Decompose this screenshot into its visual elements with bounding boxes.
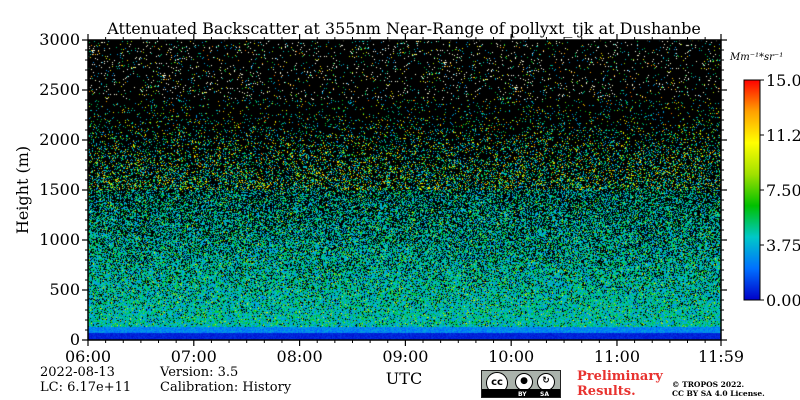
- x-tick-label: 10:00: [488, 347, 534, 366]
- sa-text: SA: [540, 391, 549, 398]
- copyright-line2: CC BY SA 4.0 License.: [672, 389, 765, 398]
- y-tick-label: 2500: [39, 80, 80, 99]
- backscatter-heatmap: [88, 40, 721, 340]
- cc-badge-bar: [482, 389, 560, 397]
- by-text: BY: [518, 391, 527, 398]
- footer-version: Version: 3.5: [160, 365, 239, 380]
- preliminary-line1: Preliminary: [577, 369, 663, 384]
- x-tick-label: 09:00: [382, 347, 428, 366]
- preliminary-results-label: Preliminary Results.: [577, 369, 663, 399]
- x-tick-label: 07:00: [171, 347, 217, 366]
- x-axis-label: UTC: [386, 369, 422, 388]
- copyright-notice: © TROPOS 2022. CC BY SA 4.0 License.: [672, 380, 765, 398]
- colorbar-tick-label: 7.50: [766, 181, 800, 200]
- colorbar-gradient: [743, 79, 761, 301]
- y-axis-label: Height (m): [13, 146, 32, 234]
- x-tick-label: 11:00: [594, 347, 640, 366]
- y-tick-label: 3000: [39, 30, 80, 49]
- colorbar-tick-label: 0.00: [766, 291, 800, 310]
- preliminary-line2: Results.: [577, 384, 636, 399]
- footer-date: 2022-08-13: [40, 365, 115, 380]
- colorbar-unit: Mm⁻¹*sr⁻¹: [729, 52, 783, 63]
- heatmap-plot-area: [87, 39, 722, 341]
- chart-title: Attenuated Backscatter at 355nm Near-Ran…: [106, 19, 701, 38]
- x-tick-label: 11:59: [698, 347, 744, 366]
- y-tick-label: 500: [49, 280, 80, 299]
- x-tick-label: 06:00: [65, 347, 111, 366]
- colorbar: Mm⁻¹*sr⁻¹ 15.00 11.25 7.50 3.75 0.00: [729, 52, 800, 310]
- x-tick-label: 08:00: [277, 347, 323, 366]
- copyright-line1: © TROPOS 2022.: [672, 380, 745, 389]
- colorbar-tick-label: 3.75: [766, 236, 800, 255]
- y-tick-label: 1500: [39, 180, 80, 199]
- footer-calibration: Calibration: History: [160, 380, 292, 395]
- colorbar-tick-label: 11.25: [766, 126, 800, 145]
- y-tick-label: 2000: [39, 130, 80, 149]
- y-axis: 0 500 1000 1500 2000 2500 3000: [39, 30, 727, 349]
- x-axis: 06:00 07:00 08:00 09:00 10:00 11:00 11:59: [65, 34, 744, 366]
- footer-lc: LC: 6.17e+11: [40, 380, 132, 395]
- y-tick-label: 1000: [39, 230, 80, 249]
- y-tick-label: 0: [70, 330, 80, 349]
- cc-by-sa-icon: cc ● ↻ BY SA: [481, 370, 561, 398]
- colorbar-ticks: 15.00 11.25 7.50 3.75 0.00: [760, 71, 800, 310]
- colorbar-tick-label: 15.00: [766, 71, 800, 90]
